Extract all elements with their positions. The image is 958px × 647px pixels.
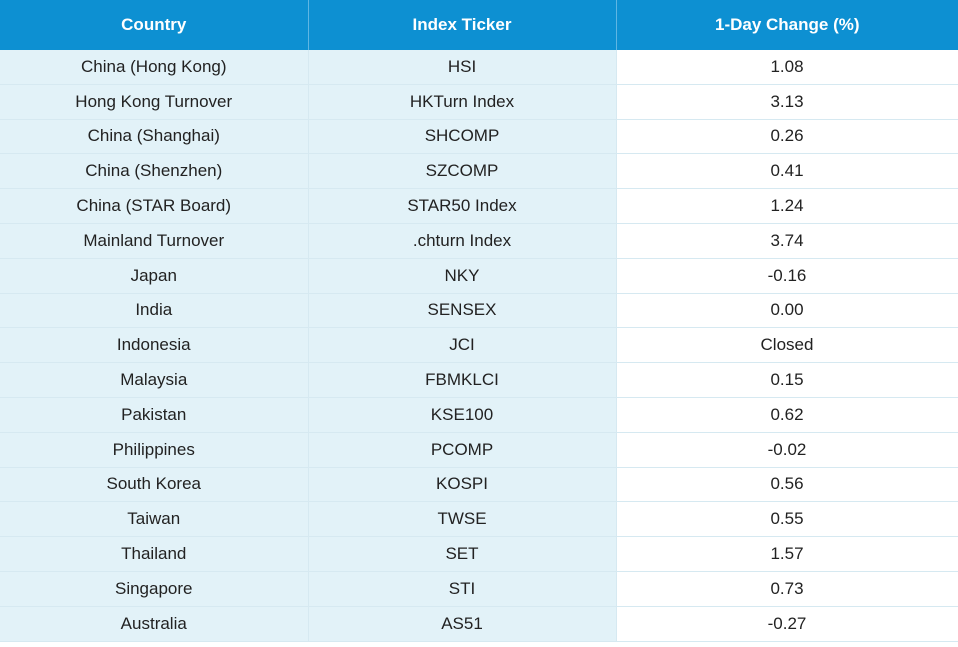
table-row: China (Shenzhen) SZCOMP 0.41 — [0, 153, 958, 190]
table-cell: Japan — [0, 258, 309, 294]
table-cell: .chturn Index — [308, 223, 617, 259]
table-cell: STI — [308, 571, 617, 607]
table-cell: Malaysia — [0, 362, 309, 398]
table-cell: JCI — [308, 327, 617, 364]
table-cell: KOSPI — [308, 467, 617, 503]
table-cell: Hong Kong Turnover — [0, 84, 309, 120]
table-row: India SENSEX 0.00 — [0, 293, 958, 329]
table-row: Indonesia JCI Closed — [0, 327, 958, 364]
table-cell: SENSEX — [308, 293, 617, 329]
table-cell: 0.56 — [616, 467, 958, 503]
table-cell: -0.02 — [616, 432, 958, 468]
table-row: China (Shanghai) SHCOMP 0.26 — [0, 119, 958, 155]
table-cell: 1.57 — [616, 536, 958, 572]
table-row: China (STAR Board) STAR50 Index 1.24 — [0, 188, 958, 224]
table-cell: Taiwan — [0, 501, 309, 538]
table-cell: TWSE — [308, 501, 617, 538]
table-cell: China (Shanghai) — [0, 119, 309, 155]
table-cell: -0.16 — [616, 258, 958, 294]
table-cell: Philippines — [0, 432, 309, 468]
table-row: Australia AS51 -0.27 — [0, 606, 958, 642]
table-cell: 0.62 — [616, 397, 958, 433]
table-cell: NKY — [308, 258, 617, 294]
table-row: Malaysia FBMKLCI 0.15 — [0, 362, 958, 398]
table-cell: 0.41 — [616, 153, 958, 190]
table-row: Pakistan KSE100 0.62 — [0, 397, 958, 433]
table-cell: Singapore — [0, 571, 309, 607]
table-cell: 1.24 — [616, 188, 958, 224]
table-cell: 0.55 — [616, 501, 958, 538]
table-cell: South Korea — [0, 467, 309, 503]
table-cell: Australia — [0, 606, 309, 642]
table-row: Hong Kong Turnover HKTurn Index 3.13 — [0, 84, 958, 120]
table-cell: India — [0, 293, 309, 329]
table-cell: 0.73 — [616, 571, 958, 607]
table-cell: Closed — [616, 327, 958, 364]
table-cell: Pakistan — [0, 397, 309, 433]
table-cell: China (Hong Kong) — [0, 50, 309, 85]
table-cell: KSE100 — [308, 397, 617, 433]
table-cell: 1.08 — [616, 50, 958, 85]
table-cell: HKTurn Index — [308, 84, 617, 120]
table-cell: SZCOMP — [308, 153, 617, 190]
table-row: Thailand SET 1.57 — [0, 536, 958, 572]
table-cell: 0.00 — [616, 293, 958, 329]
table-cell: HSI — [308, 50, 617, 85]
table-row: Mainland Turnover .chturn Index 3.74 — [0, 223, 958, 259]
table-row: China (Hong Kong) HSI 1.08 — [0, 50, 958, 85]
table-cell: Indonesia — [0, 327, 309, 364]
table-cell: PCOMP — [308, 432, 617, 468]
table-cell: Thailand — [0, 536, 309, 572]
table-cell: 3.13 — [616, 84, 958, 120]
table-cell: SET — [308, 536, 617, 572]
table-cell: -0.27 — [616, 606, 958, 642]
table-row: South Korea KOSPI 0.56 — [0, 467, 958, 503]
table-cell: China (Shenzhen) — [0, 153, 309, 190]
table-row: Taiwan TWSE 0.55 — [0, 501, 958, 538]
header-row: Country Index Ticker 1-Day Change (%) — [0, 0, 958, 50]
table-cell: 0.15 — [616, 362, 958, 398]
table-cell: Mainland Turnover — [0, 223, 309, 259]
table-row: Philippines PCOMP -0.02 — [0, 432, 958, 468]
table-cell: 0.26 — [616, 119, 958, 155]
table-row: Japan NKY -0.16 — [0, 258, 958, 294]
column-header: Country — [0, 0, 309, 50]
table-row: Singapore STI 0.73 — [0, 571, 958, 607]
column-header: Index Ticker — [308, 0, 617, 50]
table-cell: 3.74 — [616, 223, 958, 259]
table-cell: STAR50 Index — [308, 188, 617, 224]
table-cell: FBMKLCI — [308, 362, 617, 398]
table-cell: China (STAR Board) — [0, 188, 309, 224]
column-header: 1-Day Change (%) — [616, 0, 958, 50]
table-cell: SHCOMP — [308, 119, 617, 155]
table-cell: AS51 — [308, 606, 617, 642]
table-body: China (Hong Kong) HSI 1.08 Hong Kong Turnov… — [0, 50, 958, 642]
